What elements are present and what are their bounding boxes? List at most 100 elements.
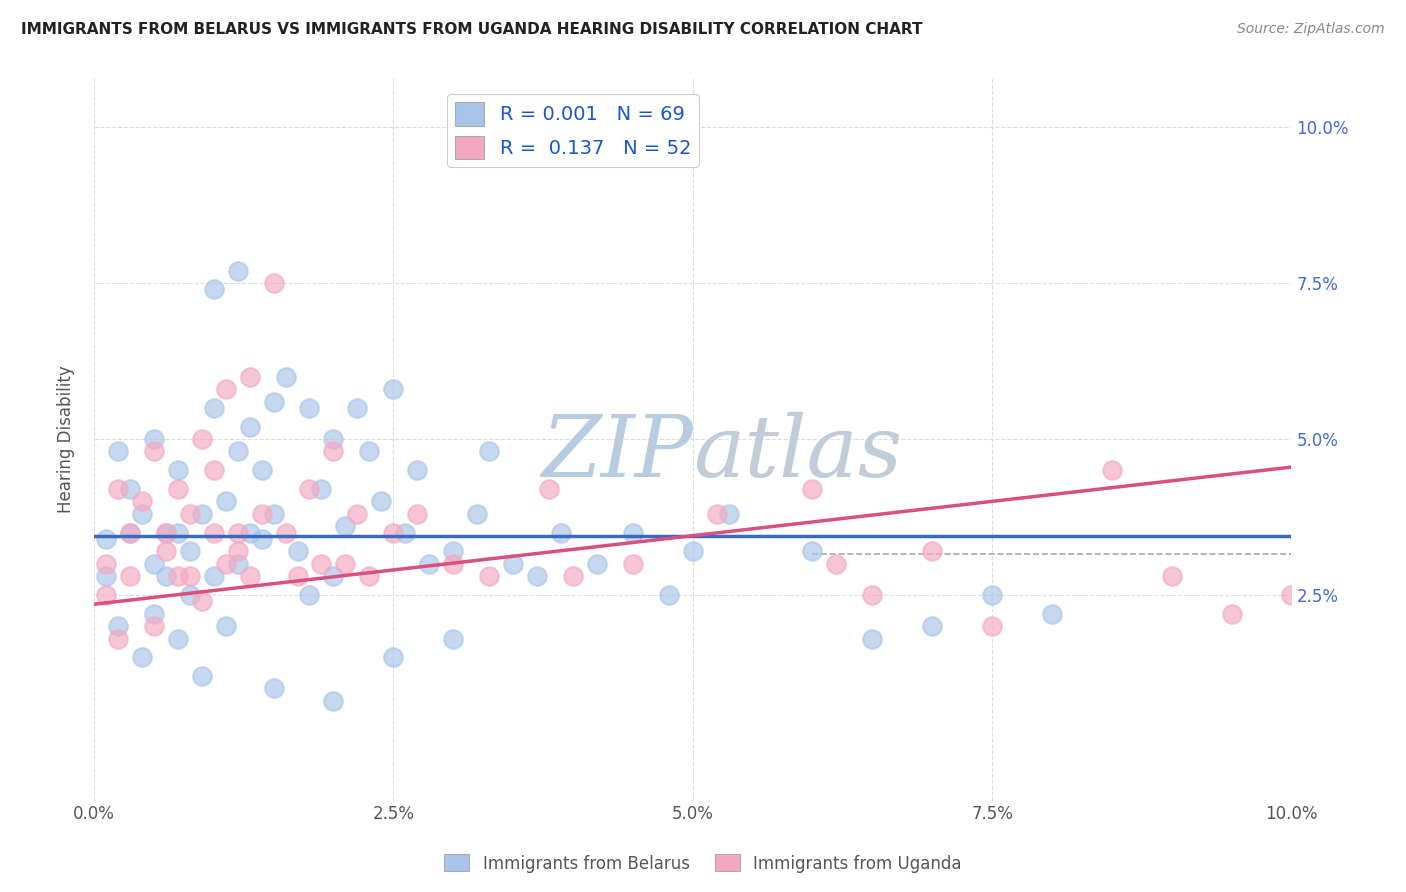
Point xyxy=(202,463,225,477)
Point xyxy=(226,444,249,458)
Point xyxy=(586,557,609,571)
Point xyxy=(981,619,1004,633)
Point xyxy=(287,544,309,558)
Point xyxy=(382,525,405,540)
Point xyxy=(322,444,344,458)
Point xyxy=(1220,607,1243,621)
Point xyxy=(179,544,201,558)
Point xyxy=(621,525,644,540)
Point xyxy=(382,650,405,665)
Point xyxy=(239,369,262,384)
Text: Source: ZipAtlas.com: Source: ZipAtlas.com xyxy=(1237,22,1385,37)
Point xyxy=(322,569,344,583)
Point xyxy=(94,588,117,602)
Point xyxy=(682,544,704,558)
Point xyxy=(107,632,129,646)
Point xyxy=(298,482,321,496)
Point xyxy=(166,525,188,540)
Point xyxy=(166,463,188,477)
Point xyxy=(263,681,285,696)
Point xyxy=(155,525,177,540)
Point xyxy=(502,557,524,571)
Point xyxy=(239,569,262,583)
Point xyxy=(179,507,201,521)
Point xyxy=(335,519,357,533)
Point xyxy=(406,507,429,521)
Point xyxy=(226,557,249,571)
Point xyxy=(921,544,943,558)
Point xyxy=(94,557,117,571)
Point xyxy=(94,532,117,546)
Point xyxy=(981,588,1004,602)
Point xyxy=(658,588,681,602)
Point xyxy=(190,594,212,608)
Point xyxy=(118,525,141,540)
Point xyxy=(311,557,333,571)
Point xyxy=(322,694,344,708)
Point xyxy=(359,569,381,583)
Point xyxy=(263,276,285,290)
Point xyxy=(142,619,165,633)
Point xyxy=(418,557,440,571)
Point xyxy=(335,557,357,571)
Point xyxy=(131,507,153,521)
Point xyxy=(226,544,249,558)
Point xyxy=(155,544,177,558)
Point xyxy=(717,507,740,521)
Point xyxy=(441,632,464,646)
Point xyxy=(107,619,129,633)
Point xyxy=(526,569,548,583)
Point xyxy=(860,632,883,646)
Point xyxy=(214,494,236,508)
Point xyxy=(226,263,249,277)
Point xyxy=(311,482,333,496)
Point xyxy=(190,507,212,521)
Point xyxy=(1101,463,1123,477)
Point xyxy=(142,557,165,571)
Point xyxy=(202,525,225,540)
Legend: R = 0.001   N = 69, R =  0.137   N = 52: R = 0.001 N = 69, R = 0.137 N = 52 xyxy=(447,95,699,167)
Point xyxy=(179,588,201,602)
Point xyxy=(801,482,824,496)
Point xyxy=(801,544,824,558)
Point xyxy=(561,569,583,583)
Point xyxy=(274,525,297,540)
Point xyxy=(860,588,883,602)
Point xyxy=(1281,588,1303,602)
Point xyxy=(166,632,188,646)
Point xyxy=(250,463,273,477)
Point xyxy=(239,525,262,540)
Point xyxy=(346,507,368,521)
Point xyxy=(298,401,321,415)
Point xyxy=(131,494,153,508)
Point xyxy=(287,569,309,583)
Point xyxy=(825,557,848,571)
Text: ZIP: ZIP xyxy=(541,412,693,495)
Point xyxy=(166,569,188,583)
Point xyxy=(179,569,201,583)
Point xyxy=(131,650,153,665)
Point xyxy=(370,494,392,508)
Point xyxy=(155,525,177,540)
Point xyxy=(346,401,368,415)
Text: atlas: atlas xyxy=(693,412,901,495)
Point xyxy=(190,669,212,683)
Point xyxy=(382,382,405,396)
Point xyxy=(537,482,560,496)
Point xyxy=(94,569,117,583)
Point xyxy=(118,569,141,583)
Point xyxy=(550,525,572,540)
Point xyxy=(441,544,464,558)
Legend: Immigrants from Belarus, Immigrants from Uganda: Immigrants from Belarus, Immigrants from… xyxy=(437,847,969,880)
Point xyxy=(621,557,644,571)
Point xyxy=(263,394,285,409)
Point xyxy=(214,382,236,396)
Y-axis label: Hearing Disability: Hearing Disability xyxy=(58,365,75,513)
Point xyxy=(142,607,165,621)
Point xyxy=(155,569,177,583)
Point xyxy=(441,557,464,571)
Point xyxy=(107,444,129,458)
Point xyxy=(118,482,141,496)
Point xyxy=(250,532,273,546)
Point xyxy=(142,444,165,458)
